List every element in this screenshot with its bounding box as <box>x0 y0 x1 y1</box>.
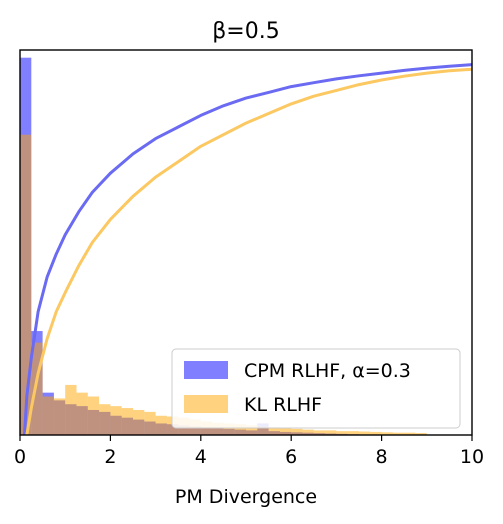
hist-bar-kl <box>54 398 65 435</box>
x-tick-label: 10 <box>460 446 484 468</box>
x-tick-label: 2 <box>104 446 116 468</box>
x-tick-label: 8 <box>376 446 388 468</box>
hist-bar-kl <box>20 135 31 435</box>
x-axis-label: PM Divergence <box>175 486 317 508</box>
hist-bar-kl <box>156 416 167 435</box>
hist-bar-kl <box>110 406 121 435</box>
chart-title: β=0.5 <box>212 19 279 44</box>
hist-bar-kl <box>65 385 76 435</box>
hist-bar-kl <box>291 429 302 435</box>
hist-bar-kl <box>122 408 133 435</box>
hist-bar-kl <box>144 412 155 435</box>
hist-bar-kl <box>77 393 88 435</box>
legend-swatch <box>184 395 228 413</box>
x-tick-label: 0 <box>14 446 26 468</box>
x-tick-label: 4 <box>195 446 207 468</box>
legend: CPM RLHF, α=0.3 KL RLHF <box>172 349 460 428</box>
legend-label: CPM RLHF, α=0.3 <box>244 360 411 382</box>
hist-bar-kl <box>43 397 54 436</box>
legend-label: KL RLHF <box>244 394 322 416</box>
hist-bar-kl <box>303 430 314 435</box>
x-tick-label: 6 <box>285 446 297 468</box>
hist-bar-kl <box>280 428 291 435</box>
hist-bar-kl <box>88 397 99 436</box>
legend-swatch <box>184 361 228 379</box>
hist-bar-kl <box>133 410 144 435</box>
hist-bar-kl <box>99 404 110 435</box>
